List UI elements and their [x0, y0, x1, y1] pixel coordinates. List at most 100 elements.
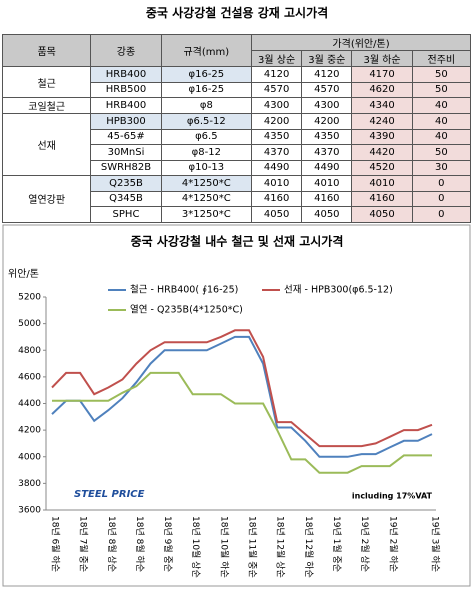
table-cell: 0 [411, 175, 472, 192]
table-row: SWRH82B φ10-13 4490 4490 4520 30 [3, 159, 472, 176]
x-tick-label: 18년 8월 하순 [134, 516, 146, 572]
table-cell: 4490 [301, 159, 353, 176]
table-cell: SPHC [90, 206, 162, 223]
table-cell: 4300 [251, 97, 303, 114]
column-header: 품목 [1, 34, 92, 67]
x-tick-label: 18년 6월 하순 [50, 516, 62, 572]
series-line [51, 329, 433, 448]
table-cell: 4160 [301, 190, 353, 207]
table-cell: φ16-25 [160, 66, 253, 83]
table-cell: φ10-13 [160, 159, 253, 176]
table-cell: HRB400 [90, 97, 162, 114]
table-row: 철근 HRB400 φ16-25 4120 4120 4170 50 [1, 66, 472, 98]
x-tick-label: 18년 10월 하순 [218, 516, 230, 578]
y-tick-label: 5200 [18, 293, 41, 303]
y-tick-label: 4600 [18, 372, 41, 382]
x-tick-label: 18년 11월 중순 [247, 516, 259, 578]
table-cell: 4160 [351, 190, 413, 207]
table-cell: 4240 [351, 113, 413, 130]
table-row: SPHC 3*1250*C 4050 4050 4050 0 [3, 206, 472, 223]
table-cell: 4160 [251, 190, 303, 207]
table-cell: HPB300 [90, 113, 162, 130]
table-cell: 40 [411, 128, 472, 145]
y-tick-label: 5000 [18, 319, 41, 329]
chart-frame [2, 224, 471, 587]
table-row: HRB500 φ16-25 4570 4570 4620 50 [3, 81, 472, 98]
x-tick-label: 18년 7월 중순 [78, 516, 90, 572]
table-row: 3월 상순 3월 중순 3월 하순 전주비 [3, 50, 472, 67]
table-cell: φ8 [160, 97, 253, 114]
price-table: 품목 강종 규격(mm) 가격(위안/톤) 3월 상순 3월 중순 3월 하순 전주비 철근 HR… [1, 34, 472, 223]
table-cell: 4050 [301, 206, 353, 223]
x-tick-label: 19년 3월 하순 [430, 516, 442, 572]
column-header: 3월 상순 [251, 50, 303, 67]
group-name: 선재 [1, 113, 92, 176]
table-cell: 0 [411, 190, 472, 207]
table-cell: 4*1250*C [160, 190, 253, 207]
table-cell: 4200 [301, 113, 353, 130]
table-cell: 4050 [351, 206, 413, 223]
y-tick-label: 4800 [18, 346, 41, 356]
table-cell: 30 [411, 159, 472, 176]
table-cell: 40 [411, 97, 472, 114]
table-cell: 4010 [251, 175, 303, 192]
table-cell: 4570 [251, 81, 303, 98]
table-cell: HRB400 [90, 66, 162, 83]
table-cell: φ6.5 [160, 128, 253, 145]
y-tick-label: 3800 [18, 479, 41, 489]
table-cell: 4050 [251, 206, 303, 223]
chart-title: 중국 사강강철 내수 철근 및 선재 고시가격 [131, 234, 344, 249]
table-cell: 4010 [301, 175, 353, 192]
x-tick-label: 18년 8월 상순 [106, 516, 118, 572]
table-cell: 3*1250*C [160, 206, 253, 223]
table-cell: 4370 [301, 144, 353, 161]
table-cell: 50 [411, 144, 472, 161]
chart: 중국 사강강철 내수 철근 및 선재 고시가격 위안/톤 STEEL PRICE… [2, 224, 471, 587]
table-cell: 4390 [351, 128, 413, 145]
table-cell: φ16-25 [160, 81, 253, 98]
table-cell: 45-65# [90, 128, 162, 145]
x-tick-label: 18년 12월 상순 [275, 516, 287, 578]
table-cell: 4120 [251, 66, 303, 83]
table-cell: 4520 [351, 159, 413, 176]
legend-label: 선재 - HPB300(φ6.5-12) [284, 285, 393, 296]
table-row: 품목 강종 규격(mm) 가격(위안/톤) [1, 34, 471, 67]
table-cell: φ8-12 [160, 144, 253, 161]
column-header: 3월 하순 [351, 50, 413, 67]
column-header: 가격(위안/톤) [251, 34, 471, 51]
x-tick-label: 19년 1월 중순 [331, 516, 343, 572]
group-name: 철근 [1, 66, 92, 98]
y-axis-label: 위안/톤 [8, 267, 39, 280]
table-cell: 4420 [351, 144, 413, 161]
logo: STEEL PRICE [74, 489, 145, 500]
table-cell: 4490 [251, 159, 303, 176]
legend-label: 철근 - HRB400( ∮16-25) [130, 285, 238, 296]
table-row: 열연강판 Q235B 4*1250*C 4010 4010 4010 0 [1, 175, 472, 223]
y-tick-label: 3600 [18, 506, 41, 516]
x-tick-label: 18년 12월 하순 [303, 516, 315, 578]
table-cell: 4340 [351, 97, 413, 114]
x-tick-label: 18년 9월 중순 [162, 516, 174, 572]
table-cell: 4620 [351, 81, 413, 98]
table-cell: 50 [411, 81, 472, 98]
table-cell: 4300 [301, 97, 353, 114]
series-line [52, 371, 432, 474]
table-cell: 4200 [251, 113, 303, 130]
table-cell: 4370 [251, 144, 303, 161]
table-cell: 4570 [301, 81, 353, 98]
y-tick-label: 4400 [18, 399, 41, 409]
table-cell: 4010 [351, 175, 413, 192]
x-tick-label: 19년 2월 하순 [387, 516, 399, 572]
table-cell: Q345B [90, 190, 162, 207]
table-cell: Q235B [90, 175, 162, 192]
table-cell: HRB500 [90, 81, 162, 98]
series-line [51, 335, 433, 458]
table-cell: 4350 [301, 128, 353, 145]
y-tick-label: 4200 [18, 426, 41, 436]
table-row: 선재 HPB300 φ6.5-12 4200 4200 4240 40 [1, 113, 472, 176]
table-cell: 40 [411, 113, 472, 130]
y-tick-label: 4000 [18, 452, 41, 462]
group-name: 코일철근 [1, 97, 92, 114]
table-cell: 30MnSi [90, 144, 162, 161]
